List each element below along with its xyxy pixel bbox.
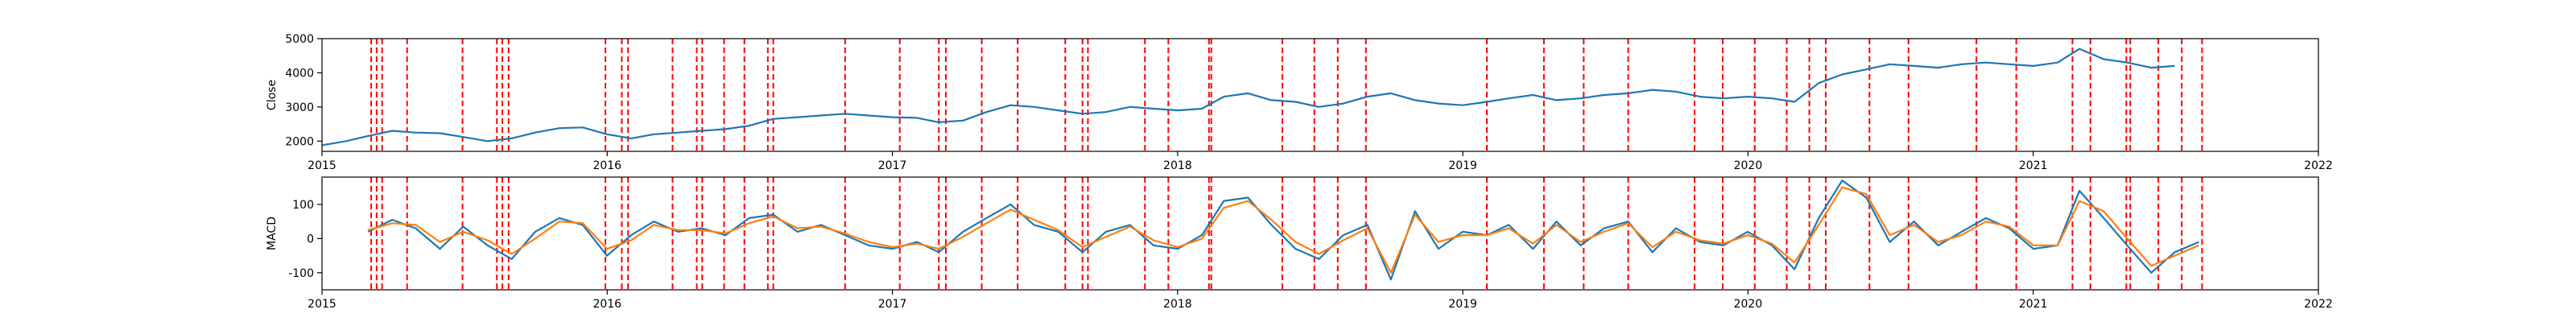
macd-x-tick-label-2022: 2022 — [2304, 298, 2333, 311]
close-x-tick-label-2015: 2015 — [308, 159, 336, 172]
macd-event-lines — [370, 177, 2203, 290]
close-x-tick-label-2022: 2022 — [2304, 159, 2333, 172]
macd-y-tick-label-0: 0 — [307, 233, 314, 246]
macd-y-tick-label-100: 100 — [292, 199, 314, 212]
close-price-panel: 2015 2016 2017 2018 2019 2020 2021 2022 2000 3000… — [266, 33, 2333, 172]
close-x-tick-label-2020: 2020 — [1734, 159, 1763, 172]
close-y-tick-label-2000: 2000 — [285, 135, 314, 148]
macd-x-tick-label-2020: 2020 — [1734, 298, 1763, 311]
macd-x-tick-label-2019: 2019 — [1448, 298, 1477, 311]
macd-panel: 2015 2016 2017 2018 2019 2020 2021 2022 -100 0 100… — [266, 176, 2333, 311]
close-event-lines — [370, 39, 2203, 151]
close-x-tick-label-2019: 2019 — [1448, 159, 1477, 172]
macd-y-tick-label--100: -100 — [288, 267, 314, 280]
macd-x-tick-label-2015: 2015 — [308, 298, 336, 311]
close-x-tick-label-2017: 2017 — [878, 159, 907, 172]
macd-x-tick-label-2021: 2021 — [2019, 298, 2048, 311]
macd-x-tick-label-2016: 2016 — [592, 298, 621, 311]
macd-x-tick-label-2018: 2018 — [1163, 298, 1192, 311]
close-x-tick-label-2018: 2018 — [1163, 159, 1192, 172]
close-y-tick-label-3000: 3000 — [285, 101, 314, 114]
macd-axes-frame — [321, 176, 2319, 291]
close-series-line-0 — [321, 47, 2175, 147]
close-axes-frame — [321, 38, 2319, 152]
macd-y-axis-label: MACD — [266, 217, 279, 250]
close-y-axis-label: Close — [266, 80, 279, 110]
close-y-tick-label-5000: 5000 — [285, 33, 314, 46]
close-y-tick-label-4000: 4000 — [285, 67, 314, 80]
close-x-tick-label-2016: 2016 — [592, 159, 621, 172]
close-x-tick-label-2021: 2021 — [2019, 159, 2048, 172]
macd-series-line-1 — [367, 186, 2200, 274]
macd-x-tick-label-2017: 2017 — [878, 298, 907, 311]
